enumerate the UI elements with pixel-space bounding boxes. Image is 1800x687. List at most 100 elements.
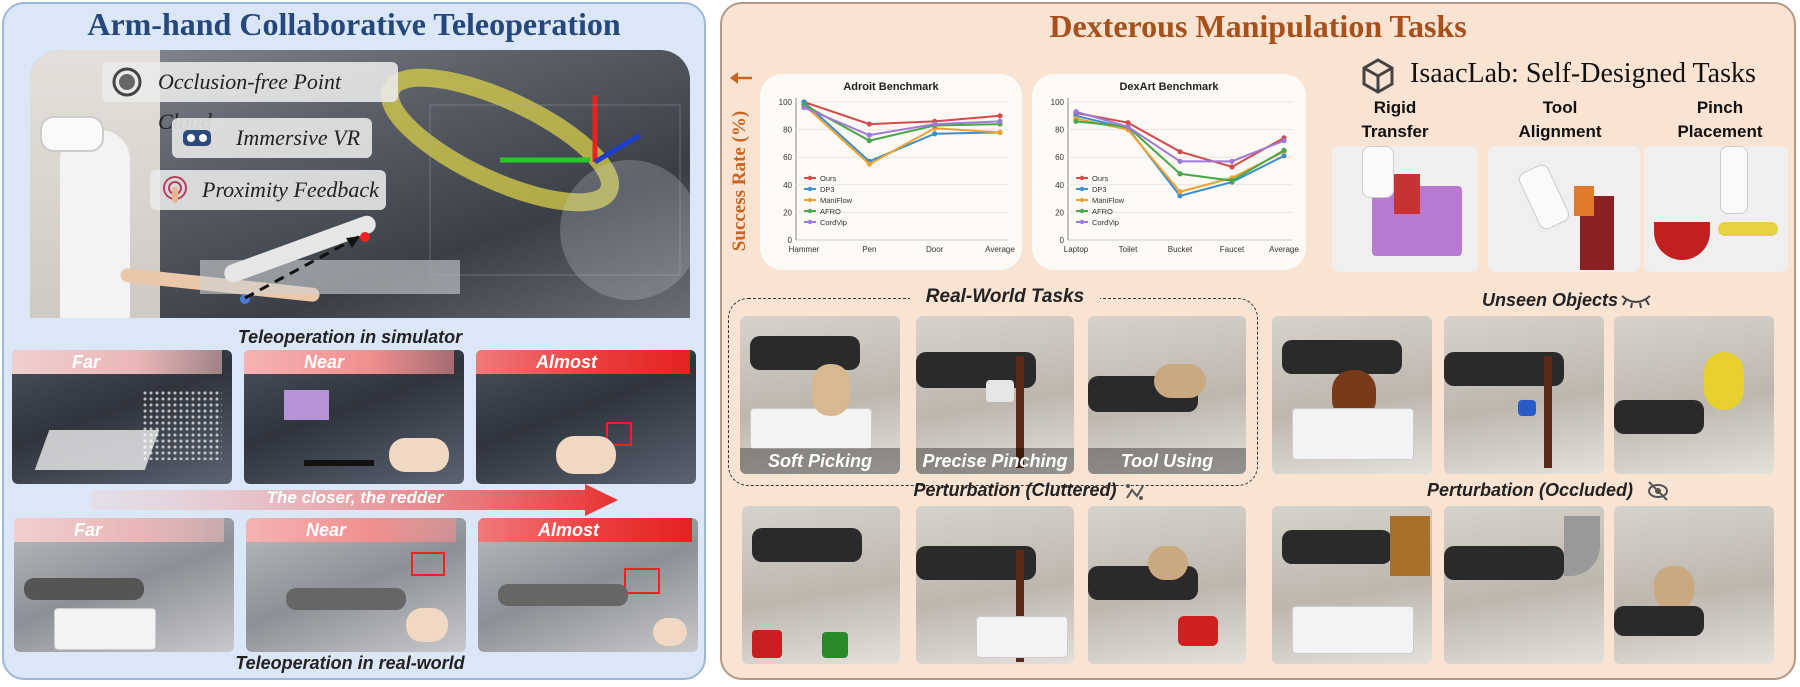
legend-label: DP3 [820, 185, 835, 194]
series-line-maniflow [803, 104, 1001, 166]
x-tick-label: Hammer [789, 245, 820, 254]
data-point [1281, 138, 1287, 144]
vr-goggles-icon [183, 130, 211, 146]
precise-pinching-image: Precise Pinching [916, 316, 1074, 474]
data-point [997, 129, 1003, 135]
real-near-image: Near [246, 518, 466, 652]
real-level-far: Far [14, 518, 224, 542]
proximity-gradient-arrow [90, 484, 618, 516]
tool-using-image: Tool Using [1088, 316, 1246, 474]
y-tick-label: 40 [1055, 181, 1064, 190]
sim-far-image: Far [12, 350, 232, 484]
data-point [1177, 149, 1183, 155]
feature-immersive-vr: Immersive VR [172, 118, 372, 158]
task-pinch-placement-image [1644, 146, 1788, 272]
y-tick-label: 0 [1060, 236, 1065, 245]
data-point [1073, 109, 1079, 115]
legend-label: ManiFlow [820, 196, 853, 205]
data-point [1177, 193, 1183, 199]
real-level-almost: Almost [478, 518, 692, 542]
legend-label: CordVip [1092, 218, 1119, 227]
legend-marker [807, 208, 813, 214]
chart-title: DexArt Benchmark [1119, 81, 1219, 93]
legend-label: CordVip [820, 218, 847, 227]
legend-label: Ours [820, 174, 837, 183]
data-point [997, 118, 1003, 124]
isaaclab-logo-icon [1362, 58, 1394, 94]
legend-marker [807, 186, 813, 192]
eye-slash-icon [1648, 481, 1668, 501]
data-point [932, 131, 938, 137]
data-point [1281, 153, 1287, 159]
unseen-objects-title: Unseen Objects [1481, 290, 1619, 310]
series-line-afro [803, 103, 1001, 142]
legend-label: DP3 [1092, 185, 1107, 194]
sim-caption: Teleoperation in simulator [237, 327, 463, 347]
data-point [866, 161, 872, 167]
data-point [1125, 120, 1131, 126]
real-world-title: Real-World Tasks [910, 286, 1100, 308]
cluttered-title: Perturbation (Cluttered) [913, 480, 1117, 500]
cluttered-3-image [1088, 506, 1246, 664]
x-tick-label: Door [926, 245, 944, 254]
y-axis-arrow [730, 72, 752, 84]
right-panel-title: Dexterous Manipulation Tasks [1049, 8, 1467, 44]
occluded-3-image [1614, 506, 1774, 664]
data-point [1125, 124, 1131, 130]
x-tick-label: Laptop [1064, 245, 1089, 254]
unseen-object-3-image [1614, 316, 1774, 474]
x-tick-label: Average [985, 245, 1015, 254]
series-line-cordvip [803, 106, 1001, 137]
precise-pinching-label: Precise Pinching [916, 448, 1074, 474]
data-point [1177, 158, 1183, 164]
data-point [866, 138, 872, 144]
data-point [1281, 147, 1287, 153]
cluttered-2-image [916, 506, 1074, 664]
x-tick-label: Bucket [1168, 245, 1193, 254]
real-level-near: Near [246, 518, 456, 542]
legend-label: ManiFlow [1092, 196, 1125, 205]
data-point [801, 104, 807, 111]
operator-figure [60, 130, 130, 318]
legend-marker [807, 197, 813, 203]
legend-marker [1079, 197, 1085, 203]
y-tick-label: 20 [1055, 208, 1064, 217]
legend-marker [1079, 186, 1085, 192]
real-almost-image: Almost [478, 518, 698, 652]
dexart-chart: DexArt Benchmark 0 20 40 60 80 100 Laptop Toilet… [1032, 74, 1306, 270]
touch-icon [163, 176, 187, 203]
task-pinch-placement-label: Pinch Placement [1677, 98, 1763, 141]
legend-marker [1079, 208, 1085, 214]
data-point [866, 121, 872, 127]
occluded-2-image [1444, 506, 1604, 664]
data-point [1229, 164, 1235, 170]
level-far: Far [12, 350, 222, 374]
task-tool-alignment-label: Tool Alignment [1518, 98, 1602, 141]
data-point [1177, 189, 1183, 195]
sim-near-image: Near [244, 350, 464, 484]
legend-marker [1079, 175, 1085, 181]
y-tick-label: 20 [783, 208, 792, 217]
occluded-title: Perturbation (Occluded) [1426, 480, 1633, 500]
data-point [1177, 171, 1183, 177]
eye-closed-icon [1621, 295, 1651, 309]
data-point [1229, 158, 1235, 164]
data-point [932, 121, 938, 127]
legend-marker [807, 219, 813, 225]
level-almost: Almost [476, 350, 690, 374]
series-line-dp3 [803, 101, 1001, 163]
data-point [997, 113, 1003, 119]
y-tick-label: 80 [1055, 126, 1064, 135]
vr-headset-icon [40, 116, 104, 152]
y-tick-label: 40 [783, 181, 792, 190]
x-tick-label: Pen [862, 245, 876, 254]
tool-using-label: Tool Using [1088, 448, 1246, 474]
adroit-chart: Adroit Benchmark 0 20 40 60 80 100 Hammer Pen Doo… [760, 74, 1022, 270]
level-near: Near [244, 350, 454, 374]
real-caption: Teleoperation in real-world [235, 653, 465, 673]
legend-marker [1079, 219, 1085, 225]
data-point [1229, 178, 1235, 184]
task-rigid-transfer-image [1332, 146, 1478, 272]
legend-label: Ours [1092, 174, 1109, 183]
sim-almost-image: Almost [476, 350, 696, 484]
